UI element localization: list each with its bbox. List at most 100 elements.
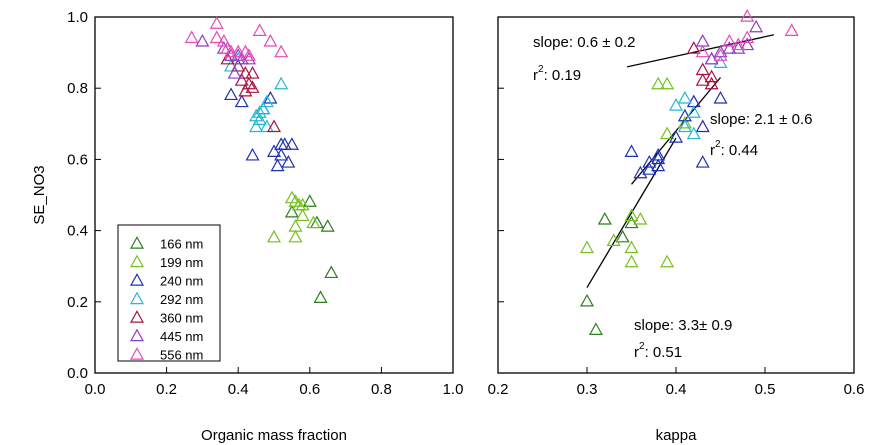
- data-point: [270, 158, 285, 172]
- data-point: [704, 51, 719, 65]
- r2-value: : 0.44: [721, 142, 759, 159]
- data-point: [695, 155, 710, 168]
- data-point: [668, 130, 684, 143]
- data-point: [274, 44, 289, 58]
- legend-label: 445 nm: [160, 329, 203, 344]
- data-point: [713, 44, 728, 58]
- r2-sup: 2: [639, 341, 645, 352]
- data-point: [277, 137, 292, 150]
- y-tick-label: 0.2: [67, 294, 88, 311]
- legend-marker: [129, 254, 145, 268]
- left-points: [184, 16, 339, 303]
- data-point: [231, 58, 246, 72]
- data-point: [224, 58, 239, 72]
- legend-label: 360 nm: [160, 311, 203, 326]
- data-point: [227, 66, 242, 79]
- y-tick-label: 0.4: [67, 223, 88, 240]
- data-point: [686, 41, 701, 54]
- y-tick-label: 0.8: [67, 80, 88, 97]
- y-tick-label: 1.0: [67, 9, 88, 26]
- data-point: [266, 229, 282, 243]
- data-point: [606, 233, 621, 246]
- right-points: [579, 9, 799, 335]
- x-tick-label: 0.3: [577, 381, 598, 398]
- data-point: [722, 33, 737, 47]
- data-point: [281, 155, 296, 168]
- x-tick-label: 0.6: [299, 381, 320, 398]
- data-point: [241, 48, 256, 61]
- data-point: [740, 37, 755, 51]
- data-point: [686, 126, 701, 140]
- data-point: [749, 19, 764, 33]
- data-point: [184, 30, 199, 44]
- data-point: [209, 16, 224, 29]
- data-point: [642, 162, 657, 175]
- annotation-slope-3: slope: 3.3± 0.9: [634, 317, 732, 334]
- data-point: [263, 33, 278, 47]
- annotation-slope-1: slope: 0.6 ± 0.2: [533, 34, 635, 51]
- data-point: [216, 33, 231, 47]
- data-point: [238, 66, 253, 79]
- data-point: [295, 208, 310, 222]
- data-point: [252, 112, 267, 125]
- y-tick-label: 0.6: [67, 151, 88, 168]
- data-point: [695, 44, 710, 58]
- legend-label: 556 nm: [160, 348, 203, 363]
- legend-label: 240 nm: [160, 274, 203, 289]
- data-point: [249, 119, 264, 133]
- data-point: [704, 76, 719, 90]
- data-point: [624, 254, 639, 268]
- r2-sup: 2: [715, 139, 721, 150]
- data-point: [302, 194, 317, 207]
- x-tick-label: 0.6: [844, 381, 865, 398]
- legend-marker: [129, 236, 145, 249]
- data-point: [252, 23, 267, 36]
- data-point: [306, 215, 321, 229]
- legend: 166 nm 199 nm 240 nm 292 nm 360 nm 445 nm 556 …: [117, 224, 221, 363]
- data-point: [677, 90, 692, 104]
- legend-label: 199 nm: [160, 255, 203, 270]
- y-tick-label: 0.0: [67, 365, 88, 382]
- data-point: [677, 115, 692, 129]
- legend-marker: [129, 310, 145, 323]
- data-point: [231, 44, 246, 58]
- data-point: [642, 155, 657, 168]
- legend-marker: [129, 347, 145, 360]
- right-x-axis-label: kappa: [656, 427, 698, 444]
- data-point: [234, 51, 249, 65]
- data-point: [245, 80, 260, 93]
- data-point: [245, 66, 260, 79]
- data-point: [284, 137, 299, 150]
- annotation-r2-3: r2: 0.51: [634, 341, 682, 361]
- data-point: [713, 48, 728, 61]
- data-point: [713, 55, 728, 68]
- legend-label: 292 nm: [160, 292, 203, 307]
- data-point: [266, 119, 282, 133]
- data-point: [224, 87, 239, 101]
- x-tick-label: 1.0: [443, 381, 464, 398]
- data-point: [624, 208, 639, 222]
- legend-label: 166 nm: [160, 237, 203, 252]
- data-point: [579, 240, 595, 254]
- data-point: [686, 105, 701, 118]
- x-tick-label: 0.2: [156, 381, 177, 398]
- legend-marker: [129, 328, 145, 342]
- data-point: [238, 83, 253, 97]
- left-x-axis-label: Organic mass fraction: [201, 427, 347, 444]
- data-point: [677, 119, 692, 133]
- right-ticks: 0.2 0.3 0.4 0.5 0.6: [488, 16, 865, 398]
- data-point: [615, 229, 630, 243]
- data-point: [731, 37, 746, 51]
- data-point: [624, 144, 639, 157]
- data-point: [695, 33, 710, 47]
- data-point: [266, 144, 282, 157]
- annotation-r2-2: r2: 0.44: [710, 139, 758, 159]
- r2-label: r: [533, 67, 538, 84]
- data-point: [651, 151, 666, 165]
- data-point: [579, 293, 595, 307]
- data-point: [713, 90, 728, 104]
- data-point: [784, 23, 799, 36]
- data-point: [241, 51, 256, 65]
- data-point: [313, 290, 328, 303]
